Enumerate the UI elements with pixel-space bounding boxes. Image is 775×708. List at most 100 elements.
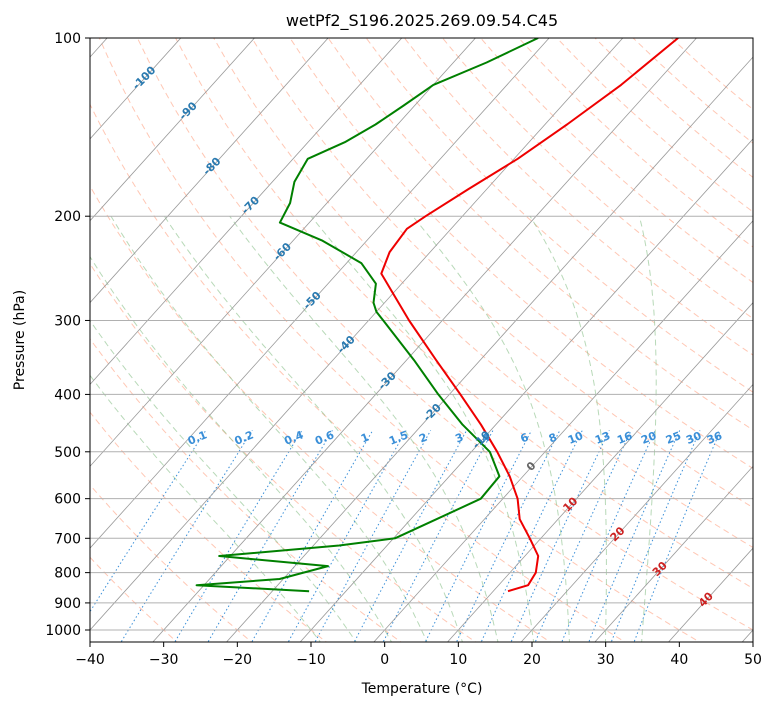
plot-frame [89, 37, 754, 643]
mixing-ratio-label: 36 [705, 429, 724, 447]
isotherm-line [594, 465, 753, 642]
dry-adiabat-line [556, 38, 753, 213]
x-tick-label: −10 [296, 652, 326, 668]
y-tick-label: 900 [54, 596, 81, 612]
isotherm-line [90, 38, 256, 222]
chart-title: wetPf2_S196.2025.269.09.54.C45 [286, 11, 558, 31]
mixing-ratio-label: 25 [664, 429, 683, 447]
mixing-ratio-line [588, 430, 681, 642]
moist-adiabat-line [90, 374, 322, 642]
isotherm-line [152, 38, 698, 642]
moist-adiabat-line [638, 216, 657, 642]
dry-adiabat-line [90, 103, 626, 642]
mixing-ratio-line [207, 430, 333, 642]
dry-adiabat-line [632, 38, 753, 144]
y-tick-label: 200 [54, 209, 81, 225]
dry-adiabat-line [90, 411, 328, 642]
dry-adiabat-line [404, 38, 753, 356]
dry-adiabat-line [518, 38, 753, 248]
mixing-ratio-label: 10 [566, 429, 585, 447]
mixing-ratio-label: 1.5 [387, 428, 410, 447]
x-tick-label: 40 [670, 652, 688, 668]
isotherm-line [446, 301, 753, 642]
isotherm-line [90, 38, 477, 467]
dry-adiabat-line [365, 38, 753, 393]
mixing-ratio-label: 0.1 [186, 428, 209, 447]
isotherm-line [90, 38, 182, 140]
mixing-ratio-line [610, 430, 701, 642]
mixing-ratio-label: 6 [519, 430, 531, 445]
dewpoint-profile-line [195, 38, 539, 593]
x-tick-label: 30 [597, 652, 615, 668]
mixing-ratio-label: 0.2 [233, 428, 256, 447]
mixing-ratio-line [510, 430, 610, 642]
x-tick-label: 10 [449, 652, 467, 668]
x-tick-label: 20 [523, 652, 541, 668]
mixing-ratio-line [314, 430, 432, 642]
y-tick-label: 1000 [45, 623, 81, 639]
dry-adiabat-line [90, 484, 253, 642]
dry-adiabat-line [327, 38, 753, 431]
y-axis-title: Pressure (hPa) [12, 290, 28, 390]
isotherm-line [225, 56, 753, 642]
y-tick-label: 500 [54, 445, 81, 461]
isotherm-line [90, 38, 550, 549]
mixing-ratio-label: 3 [453, 431, 465, 446]
dry-adiabat-line [289, 38, 753, 470]
isotherm-line [90, 38, 624, 631]
line-annotations: 0.1 0.2 0.4 0.6 1 1.5 2 3 4 6 8 10 13 16 20 25 30 36-100-… [130, 63, 725, 609]
y-tick-label: 100 [54, 31, 81, 47]
y-tick-label: 700 [54, 531, 81, 547]
background-lines [0, 11, 753, 655]
dry-adiabat-line [90, 185, 552, 642]
isotherm-line [90, 38, 329, 304]
mixing-ratio-label: 2 [417, 431, 429, 446]
dry-adiabat-line [251, 38, 753, 509]
mixing-ratio-line [633, 430, 721, 642]
moist-adiabat-line [110, 215, 428, 642]
y-tick-label: 800 [54, 566, 81, 582]
temperature-profile-line [380, 38, 679, 593]
mixing-ratio-line [424, 430, 532, 642]
profile-lines [195, 38, 679, 593]
isotherm-line [299, 138, 753, 642]
mixing-ratio-label: 0.4 [282, 428, 305, 447]
x-axis-title: Temperature (°C) [361, 681, 483, 697]
moist-adiabat-line [163, 215, 463, 642]
mixing-ratio-label: 1 [359, 431, 371, 446]
mixing-ratio-line [90, 430, 207, 613]
dry-adiabat-line [670, 38, 753, 111]
mixing-ratio-label: 8 [547, 431, 559, 446]
moist-adiabat-line [90, 255, 393, 642]
y-tick-label: 600 [54, 492, 81, 508]
mixing-ratio-line [287, 430, 407, 642]
dry-adiabat-line [98, 38, 701, 642]
mixing-ratio-line [480, 430, 583, 642]
dry-adiabat-line [213, 38, 753, 549]
x-tick-label: 50 [744, 652, 762, 668]
y-tick-label: 300 [54, 313, 81, 329]
mixing-ratio-label: 20 [639, 429, 658, 447]
x-tick-label: 0 [380, 652, 389, 668]
isotherm-line [0, 11, 58, 655]
x-tick-label: −30 [149, 652, 179, 668]
isotherm-line [520, 383, 753, 642]
y-tick-label: 400 [54, 387, 81, 403]
isotherm-line [667, 547, 753, 642]
mixing-ratio-label: 13 [593, 429, 612, 447]
moist-adiabat-line [310, 215, 535, 642]
mixing-ratio-label: 16 [615, 429, 634, 447]
mixing-ratio-line [251, 430, 374, 642]
mixing-ratio-line [455, 430, 561, 642]
mixing-ratio-line [174, 430, 303, 642]
moist-adiabat-line [90, 319, 357, 642]
mixing-ratio-label: 30 [684, 429, 703, 447]
moist-adiabat-line [529, 215, 607, 642]
isotherm-line [90, 38, 403, 386]
mixing-ratio-line [120, 430, 253, 642]
dry-adiabat-line [90, 337, 402, 642]
mixing-ratio-label: 0.6 [313, 428, 336, 447]
moist-adiabat-line [412, 215, 570, 642]
axes: −40 −30 −20 −10 0 10 20 30 40 5010020030040050060… [45, 31, 762, 668]
